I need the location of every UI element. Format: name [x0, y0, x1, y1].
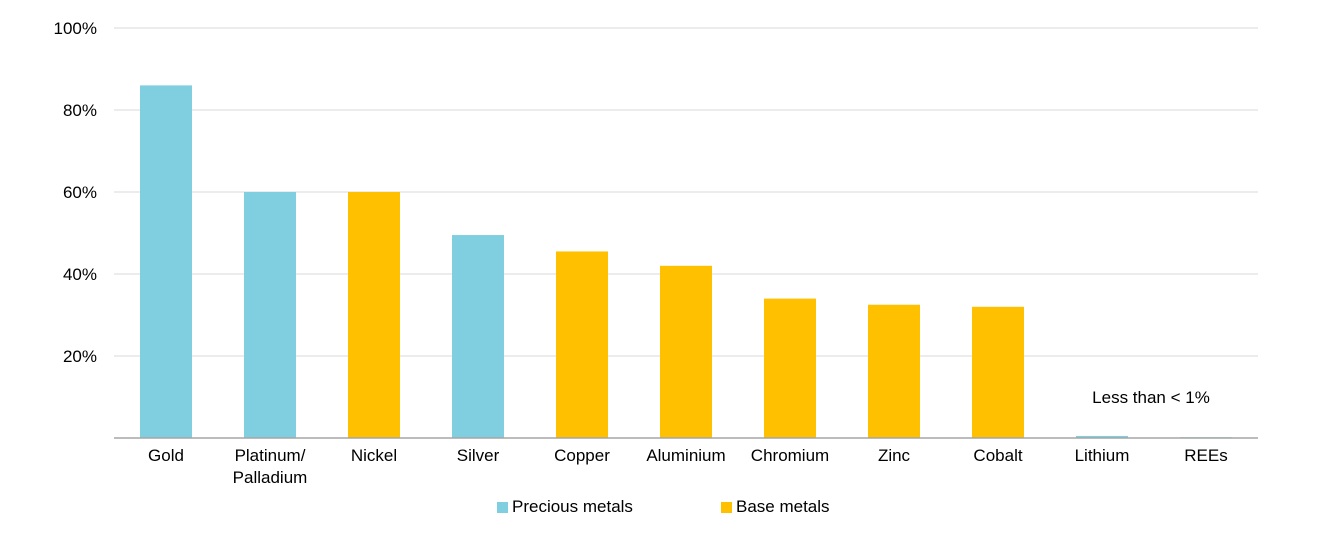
- y-tick-label: 20%: [63, 347, 97, 366]
- bar: [868, 304, 920, 438]
- x-tick-label: Zinc: [878, 446, 911, 465]
- bar: [764, 298, 816, 438]
- bar: [244, 192, 296, 438]
- x-tick-label: Platinum/Palladium: [233, 446, 308, 487]
- bar: [972, 306, 1024, 438]
- x-tick-label: Copper: [554, 446, 610, 465]
- x-tick-label: Aluminium: [646, 446, 725, 465]
- y-tick-label: 100%: [54, 19, 97, 38]
- x-tick-label: Silver: [457, 446, 500, 465]
- bar: [452, 235, 504, 438]
- annotation-less-than-1pct: Less than < 1%: [1092, 388, 1210, 407]
- y-tick-label: 60%: [63, 183, 97, 202]
- legend-swatch-base: [721, 501, 732, 513]
- legend-item-precious: Precious metals: [497, 497, 633, 517]
- bar: [556, 251, 608, 438]
- y-axis-ticks: 20% 40% 60% 80% 100%: [54, 19, 97, 366]
- x-axis-labels: Gold Platinum/Palladium Nickel Silver Copper…: [148, 446, 1228, 487]
- x-tick-label: Lithium: [1075, 446, 1130, 465]
- bar: [140, 85, 192, 439]
- y-tick-label: 40%: [63, 265, 97, 284]
- x-tick-label: REEs: [1184, 446, 1227, 465]
- bar: [660, 265, 712, 438]
- legend-label-base: Base metals: [736, 497, 830, 516]
- x-tick-label: Gold: [148, 446, 184, 465]
- legend: Precious metals Base metals: [0, 497, 1319, 521]
- gridlines: [114, 27, 1258, 357]
- x-tick-label: Chromium: [751, 446, 829, 465]
- legend-label-precious: Precious metals: [512, 497, 633, 516]
- x-tick-label: Nickel: [351, 446, 397, 465]
- legend-swatch-precious: [497, 501, 508, 513]
- bar: [1076, 435, 1128, 438]
- y-tick-label: 80%: [63, 101, 97, 120]
- bars: [140, 85, 1232, 439]
- x-tick-label: Cobalt: [973, 446, 1022, 465]
- legend-item-base: Base metals: [721, 497, 830, 517]
- bar: [348, 192, 400, 438]
